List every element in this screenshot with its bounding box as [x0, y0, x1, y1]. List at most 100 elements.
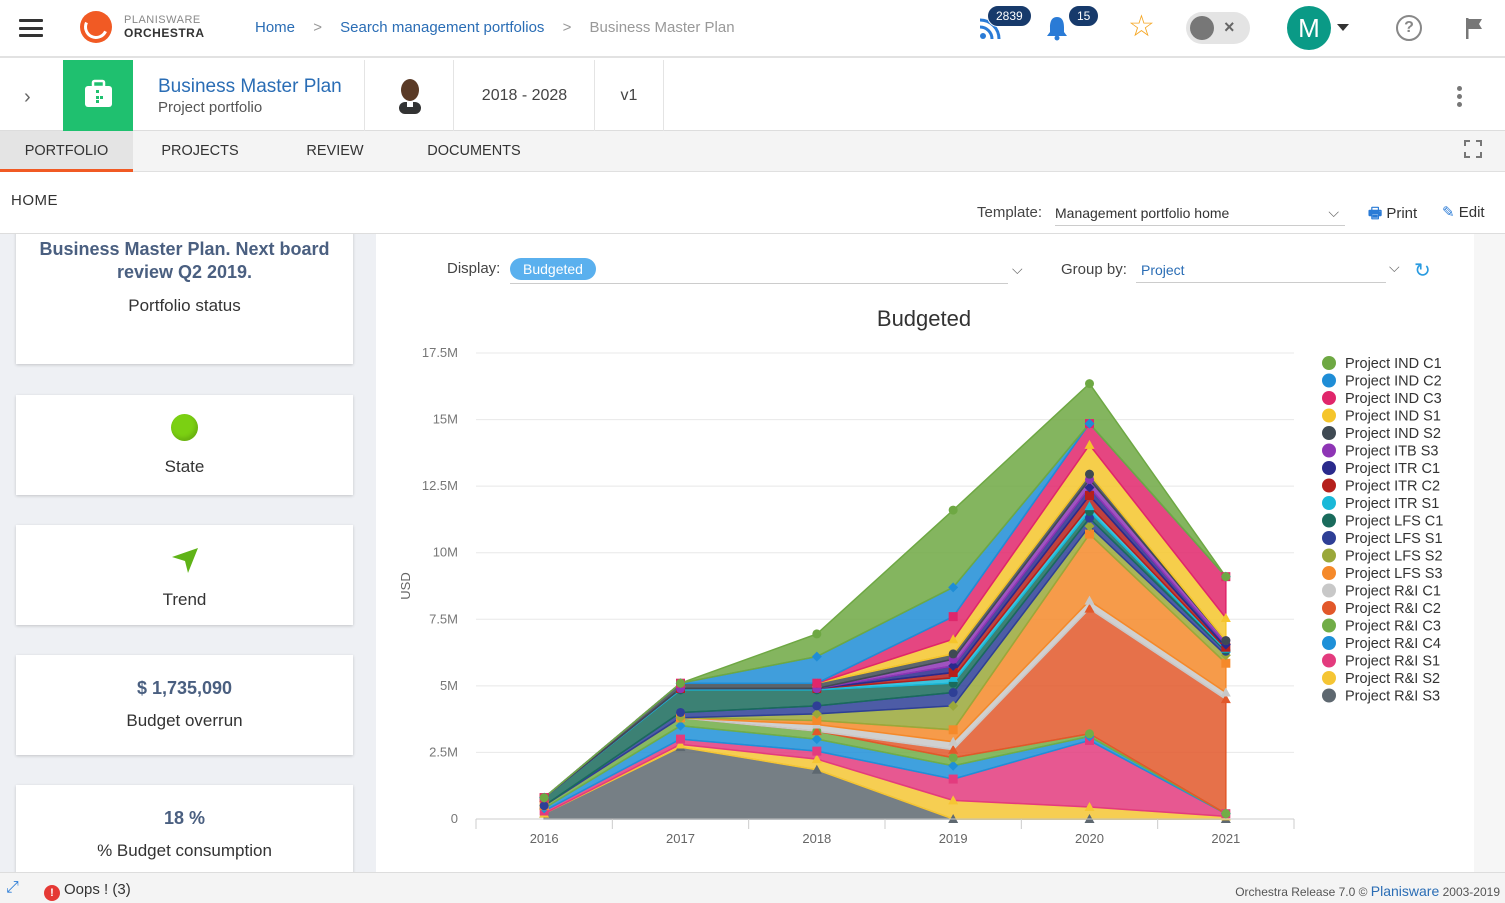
budget-consumption-card[interactable]: 18 % % Budget consumption — [16, 785, 353, 872]
legend-item[interactable]: Project IND C2 — [1322, 373, 1442, 390]
favorite-star-icon[interactable]: ☆ — [1128, 10, 1155, 43]
fullscreen-icon[interactable] — [1464, 140, 1482, 158]
user-avatar[interactable]: M — [1287, 6, 1331, 50]
error-notice[interactable]: ! Oops ! (3) — [44, 881, 131, 901]
data-point[interactable] — [1084, 603, 1095, 613]
data-point[interactable] — [1084, 521, 1095, 532]
data-point[interactable] — [676, 707, 685, 717]
legend-item[interactable]: Project IND S2 — [1322, 426, 1441, 442]
display-select[interactable]: Budgeted — [510, 258, 1008, 284]
data-point[interactable] — [948, 700, 959, 711]
data-point[interactable] — [1221, 636, 1231, 646]
data-point[interactable] — [675, 720, 686, 731]
data-point[interactable] — [1221, 572, 1231, 582]
data-point[interactable] — [812, 678, 822, 688]
help-icon[interactable]: ? — [1396, 15, 1422, 41]
legend-item[interactable]: Project LFS S1 — [1322, 531, 1443, 547]
tab-review[interactable]: REVIEW — [306, 143, 364, 159]
data-point[interactable] — [1220, 687, 1231, 697]
data-point[interactable] — [1085, 529, 1094, 539]
legend-item[interactable]: Project IND C1 — [1322, 356, 1442, 372]
data-point[interactable] — [812, 746, 822, 756]
legend-item[interactable]: Project ITB S3 — [1322, 443, 1438, 460]
data-point[interactable] — [948, 760, 959, 771]
data-point[interactable] — [948, 668, 958, 678]
legend-item[interactable]: Project R&I S3 — [1322, 688, 1440, 705]
data-point[interactable] — [948, 744, 959, 754]
tab-documents[interactable]: DOCUMENTS — [427, 143, 521, 159]
data-point[interactable] — [812, 715, 822, 725]
data-point[interactable] — [1085, 490, 1094, 500]
data-point[interactable] — [1084, 482, 1095, 493]
data-point[interactable] — [676, 678, 685, 688]
state-card[interactable]: State — [16, 395, 353, 495]
data-point[interactable] — [1084, 595, 1095, 605]
legend-item[interactable]: Project ITR C2 — [1322, 478, 1440, 495]
data-point[interactable] — [675, 739, 686, 749]
data-point[interactable] — [811, 726, 822, 736]
legend-item[interactable]: Project ITR S1 — [1322, 496, 1439, 512]
data-point[interactable] — [948, 660, 959, 671]
menu-icon[interactable] — [19, 19, 43, 37]
data-point[interactable] — [676, 734, 685, 744]
planisware-logo-icon[interactable] — [80, 11, 112, 43]
legend-item[interactable]: Project R&I S2 — [1322, 671, 1440, 687]
data-point[interactable] — [811, 651, 822, 662]
trend-card[interactable]: Trend — [16, 525, 353, 625]
legend-item[interactable]: Project IND C3 — [1322, 391, 1442, 407]
data-point[interactable] — [811, 708, 822, 719]
legend-item[interactable]: Project LFS C1 — [1322, 513, 1443, 530]
data-point[interactable] — [948, 725, 958, 735]
data-point[interactable] — [1085, 513, 1094, 523]
planisware-link[interactable]: Planisware — [1370, 883, 1440, 899]
display-chip-budgeted[interactable]: Budgeted — [510, 258, 596, 280]
template-select[interactable]: Management portfolio home ⌵ — [1055, 202, 1345, 226]
chevron-down-icon[interactable]: ⌵ — [1012, 261, 1023, 277]
data-point[interactable] — [812, 701, 822, 711]
data-point[interactable] — [948, 505, 958, 515]
data-point[interactable] — [1085, 729, 1094, 739]
tab-portfolio[interactable]: PORTFOLIO — [0, 131, 133, 172]
breadcrumb-search-portfolios[interactable]: Search management portfolios — [340, 19, 545, 36]
scrollbar[interactable] — [1474, 234, 1505, 872]
data-point[interactable] — [1084, 418, 1095, 429]
data-point[interactable] — [948, 612, 958, 622]
refresh-icon[interactable]: ↻ — [1414, 260, 1431, 282]
data-point[interactable] — [1085, 379, 1094, 389]
legend-item[interactable]: Project IND S1 — [1322, 408, 1441, 425]
data-point[interactable] — [948, 795, 959, 805]
data-point[interactable] — [1085, 469, 1094, 479]
edit-button[interactable]: ✎ Edit — [1442, 203, 1485, 221]
legend-item[interactable]: Project ITR C1 — [1322, 461, 1440, 477]
legend-item[interactable]: Project R&I C3 — [1322, 618, 1441, 635]
breadcrumb-home[interactable]: Home — [255, 19, 296, 36]
data-point[interactable] — [948, 753, 958, 763]
data-point[interactable] — [1221, 809, 1231, 819]
group-by-select[interactable]: Project — [1136, 259, 1386, 283]
data-point[interactable] — [539, 801, 549, 811]
more-options-icon[interactable] — [1457, 86, 1462, 110]
legend-item[interactable]: Project R&I C4 — [1322, 636, 1441, 652]
data-point[interactable] — [1084, 501, 1095, 511]
data-point[interactable] — [948, 634, 959, 644]
portfolio-status-card[interactable]: Business Master Plan. Next board review … — [16, 234, 353, 364]
data-point[interactable] — [948, 672, 959, 682]
data-point[interactable] — [948, 736, 959, 746]
legend-item[interactable]: Project LFS S2 — [1322, 548, 1443, 565]
data-point[interactable] — [1084, 439, 1095, 449]
data-point[interactable] — [811, 734, 822, 745]
data-point[interactable] — [811, 754, 822, 764]
flag-icon[interactable] — [1465, 17, 1483, 39]
data-point[interactable] — [1220, 694, 1231, 704]
tab-projects[interactable]: PROJECTS — [161, 143, 239, 159]
legend-item[interactable]: Project LFS S3 — [1322, 566, 1443, 582]
owner-avatar-cell[interactable] — [364, 60, 454, 131]
data-point[interactable] — [948, 582, 959, 593]
chevron-right-icon[interactable]: › — [24, 86, 31, 108]
legend-item[interactable]: Project R&I C1 — [1322, 583, 1441, 600]
data-point[interactable] — [1220, 612, 1231, 622]
data-point[interactable] — [948, 774, 958, 784]
data-point[interactable] — [675, 712, 686, 723]
data-point[interactable] — [812, 629, 822, 639]
expand-icon[interactable]: ⤢ — [6, 879, 19, 896]
